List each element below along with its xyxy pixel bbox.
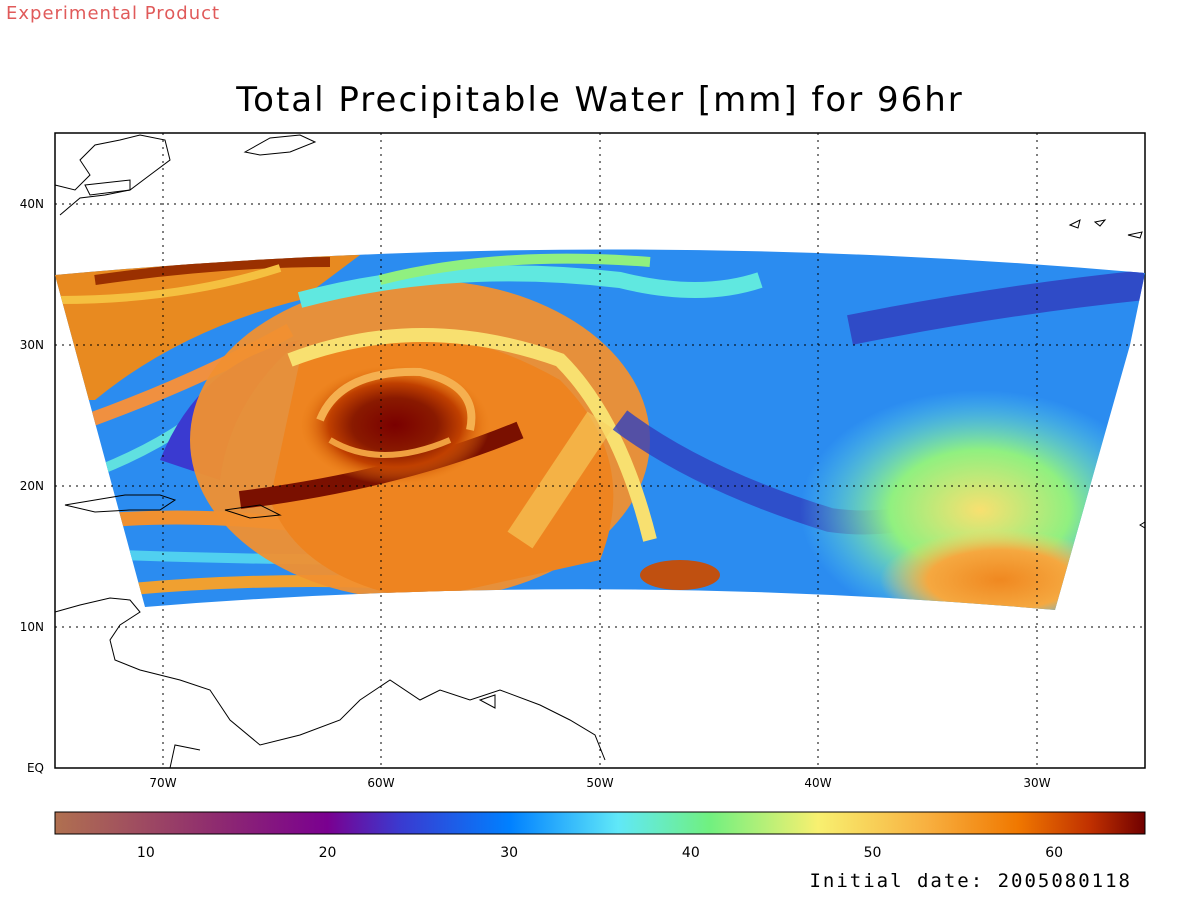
y-tick-label: 20N — [20, 479, 44, 493]
initial-date: Initial date: 2005080118 — [809, 870, 1132, 892]
colorbar-tick-label: 60 — [1045, 845, 1063, 861]
y-tick-label: 40N — [20, 197, 44, 211]
y-axis-ticks: EQ 10N 20N 30N 40N — [20, 197, 44, 775]
graticule — [55, 133, 1145, 768]
x-tick-label: 40W — [804, 776, 831, 790]
x-axis-ticks: 70W 60W 50W 40W 30W — [149, 776, 1050, 790]
coastlines — [54, 134, 1146, 769]
y-tick-label: 10N — [20, 620, 44, 634]
y-tick-label: EQ — [27, 761, 44, 775]
precipitable-water-swath — [55, 249, 1145, 610]
x-tick-label: 70W — [149, 776, 176, 790]
colorbar-tick-label: 10 — [137, 845, 155, 861]
x-tick-label: 30W — [1023, 776, 1050, 790]
colorbar-ticks: 10 20 30 40 50 60 — [137, 845, 1063, 861]
experimental-banner: Experimental Product — [6, 3, 221, 24]
colorbar — [54, 811, 1146, 835]
colorbar-tick-label: 30 — [500, 845, 518, 861]
colorbar-tick-label: 50 — [864, 845, 882, 861]
colorbar-tick-label: 20 — [319, 845, 337, 861]
map-title: Total Precipitable Water [mm] for 96hr — [236, 80, 964, 120]
x-tick-label: 60W — [367, 776, 394, 790]
x-tick-label: 50W — [586, 776, 613, 790]
colorbar-tick-label: 40 — [682, 845, 700, 861]
y-tick-label: 30N — [20, 338, 44, 352]
